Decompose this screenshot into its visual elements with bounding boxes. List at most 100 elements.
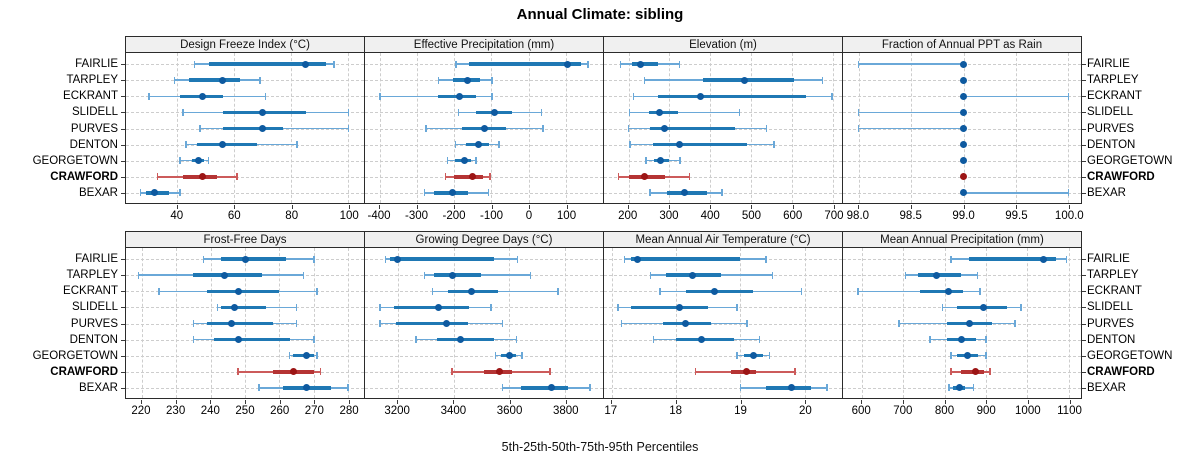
row-label-left-crawford: CRAWFORD: [50, 170, 118, 183]
y-axis-tick-left: [121, 371, 125, 373]
cap-5th: [192, 336, 195, 344]
gridline-horizontal: [126, 355, 364, 357]
median-dot: [698, 336, 706, 344]
cap-5th: [857, 125, 860, 132]
y-axis-tick-left: [121, 387, 125, 389]
median-dot: [633, 255, 641, 263]
x-axis-tick: [349, 205, 351, 209]
cap-95th: [549, 368, 551, 376]
row-label-left-denton: DENTON: [69, 138, 118, 151]
median-dot: [681, 189, 689, 197]
gridline-horizontal: [604, 64, 842, 66]
median-dot: [496, 368, 504, 376]
cap-95th: [746, 320, 748, 327]
cap-5th: [288, 352, 291, 360]
x-axis-tick: [509, 400, 511, 404]
panel-elevation-m: Elevation (m): [603, 36, 843, 205]
median-dot: [434, 303, 442, 311]
cap-95th: [515, 336, 518, 344]
median-dot: [960, 189, 968, 197]
gridline-vertical: [1068, 248, 1070, 398]
x-axis-tick-label: 600: [851, 405, 871, 417]
cap-5th: [643, 76, 646, 84]
whisker-5th-95th: [629, 111, 740, 114]
x-axis-tick: [566, 205, 568, 209]
median-dot: [220, 271, 228, 279]
median-dot: [637, 60, 645, 68]
cap-95th: [313, 336, 315, 344]
y-axis-tick-left: [121, 144, 125, 146]
y-axis-tick-left: [121, 112, 125, 114]
x-axis-tick: [675, 400, 677, 404]
gridline-vertical: [509, 248, 511, 398]
cap-5th: [659, 287, 661, 295]
x-axis-tick-label: 100: [556, 210, 577, 222]
cap-5th: [216, 303, 219, 311]
row-label-right-tarpley: TARPLEY: [1087, 269, 1139, 282]
panel-strip-title: Fraction of Annual PPT as Rain: [842, 36, 1082, 53]
cap-95th: [738, 108, 741, 116]
cap-5th: [694, 368, 697, 376]
median-dot: [448, 271, 456, 279]
x-axis-tick-label: 250: [235, 405, 255, 417]
row-label-left-tarpley: TARPLEY: [66, 269, 118, 282]
gridline-horizontal: [365, 387, 603, 389]
gridline-horizontal: [365, 355, 603, 357]
cap-5th: [139, 189, 141, 197]
x-axis-tick: [610, 400, 612, 404]
x-axis-tick-label: 80: [285, 210, 299, 222]
cap-5th: [379, 320, 381, 327]
cap-95th: [521, 352, 523, 360]
median-dot: [468, 173, 476, 181]
cap-5th: [736, 352, 738, 360]
cap-5th: [649, 189, 651, 197]
cap-95th: [501, 320, 504, 327]
cap-95th: [678, 60, 681, 68]
iqr-bar-25th-75th: [469, 62, 581, 66]
x-axis-tick-label: 230: [166, 405, 186, 417]
median-dot: [740, 76, 748, 84]
cap-95th: [1014, 320, 1016, 327]
x-axis-tick-label: 600: [783, 210, 803, 222]
gridline-vertical: [565, 53, 567, 203]
cap-95th: [529, 271, 531, 279]
median-dot: [547, 384, 555, 392]
whisker-5th-95th: [857, 290, 980, 293]
y-axis-tick-right: [1082, 176, 1086, 178]
gridline-horizontal: [604, 192, 842, 194]
x-axis-tick-label: 3200: [384, 405, 410, 417]
cap-5th: [929, 336, 931, 344]
row-label-left-eckrant: ECKRANT: [63, 285, 118, 298]
median-dot: [965, 320, 973, 327]
row-label-right-georgetown: GEORGETOWN: [1087, 349, 1173, 362]
cap-5th: [629, 141, 631, 149]
cap-95th: [736, 303, 738, 311]
cap-95th: [821, 76, 824, 84]
cap-5th: [158, 287, 160, 295]
row-label-right-denton: DENTON: [1087, 138, 1136, 151]
median-dot: [960, 173, 968, 181]
x-axis-tick-label: 700: [824, 210, 844, 222]
cap-95th: [319, 368, 322, 376]
y-axis-tick-left: [121, 355, 125, 357]
cap-5th: [857, 60, 860, 68]
iqr-bar-25th-75th: [702, 78, 795, 82]
median-dot: [972, 368, 980, 376]
median-dot: [394, 255, 402, 263]
cap-95th: [347, 108, 350, 116]
cap-5th: [904, 271, 907, 279]
gridline-vertical: [176, 248, 178, 398]
cap-5th: [148, 92, 150, 100]
x-axis-tick-label: 3600: [496, 405, 523, 417]
x-axis-elevation-m: 200 300 400 500 600 700: [603, 205, 844, 229]
x-axis-tick: [397, 400, 399, 404]
cap-5th: [857, 287, 859, 295]
row-label-left-fairlie: FAIRLIE: [75, 58, 118, 71]
row-label-left-purves: PURVES: [70, 122, 118, 135]
median-dot: [199, 173, 207, 181]
panel-fraction-of-annual-ppt-as-rain: Fraction of Annual PPT as Rain: [842, 36, 1082, 205]
cap-95th: [679, 157, 681, 165]
gridline-vertical: [1068, 53, 1070, 203]
median-dot: [675, 303, 683, 311]
y-axis-tick-left: [121, 307, 125, 309]
